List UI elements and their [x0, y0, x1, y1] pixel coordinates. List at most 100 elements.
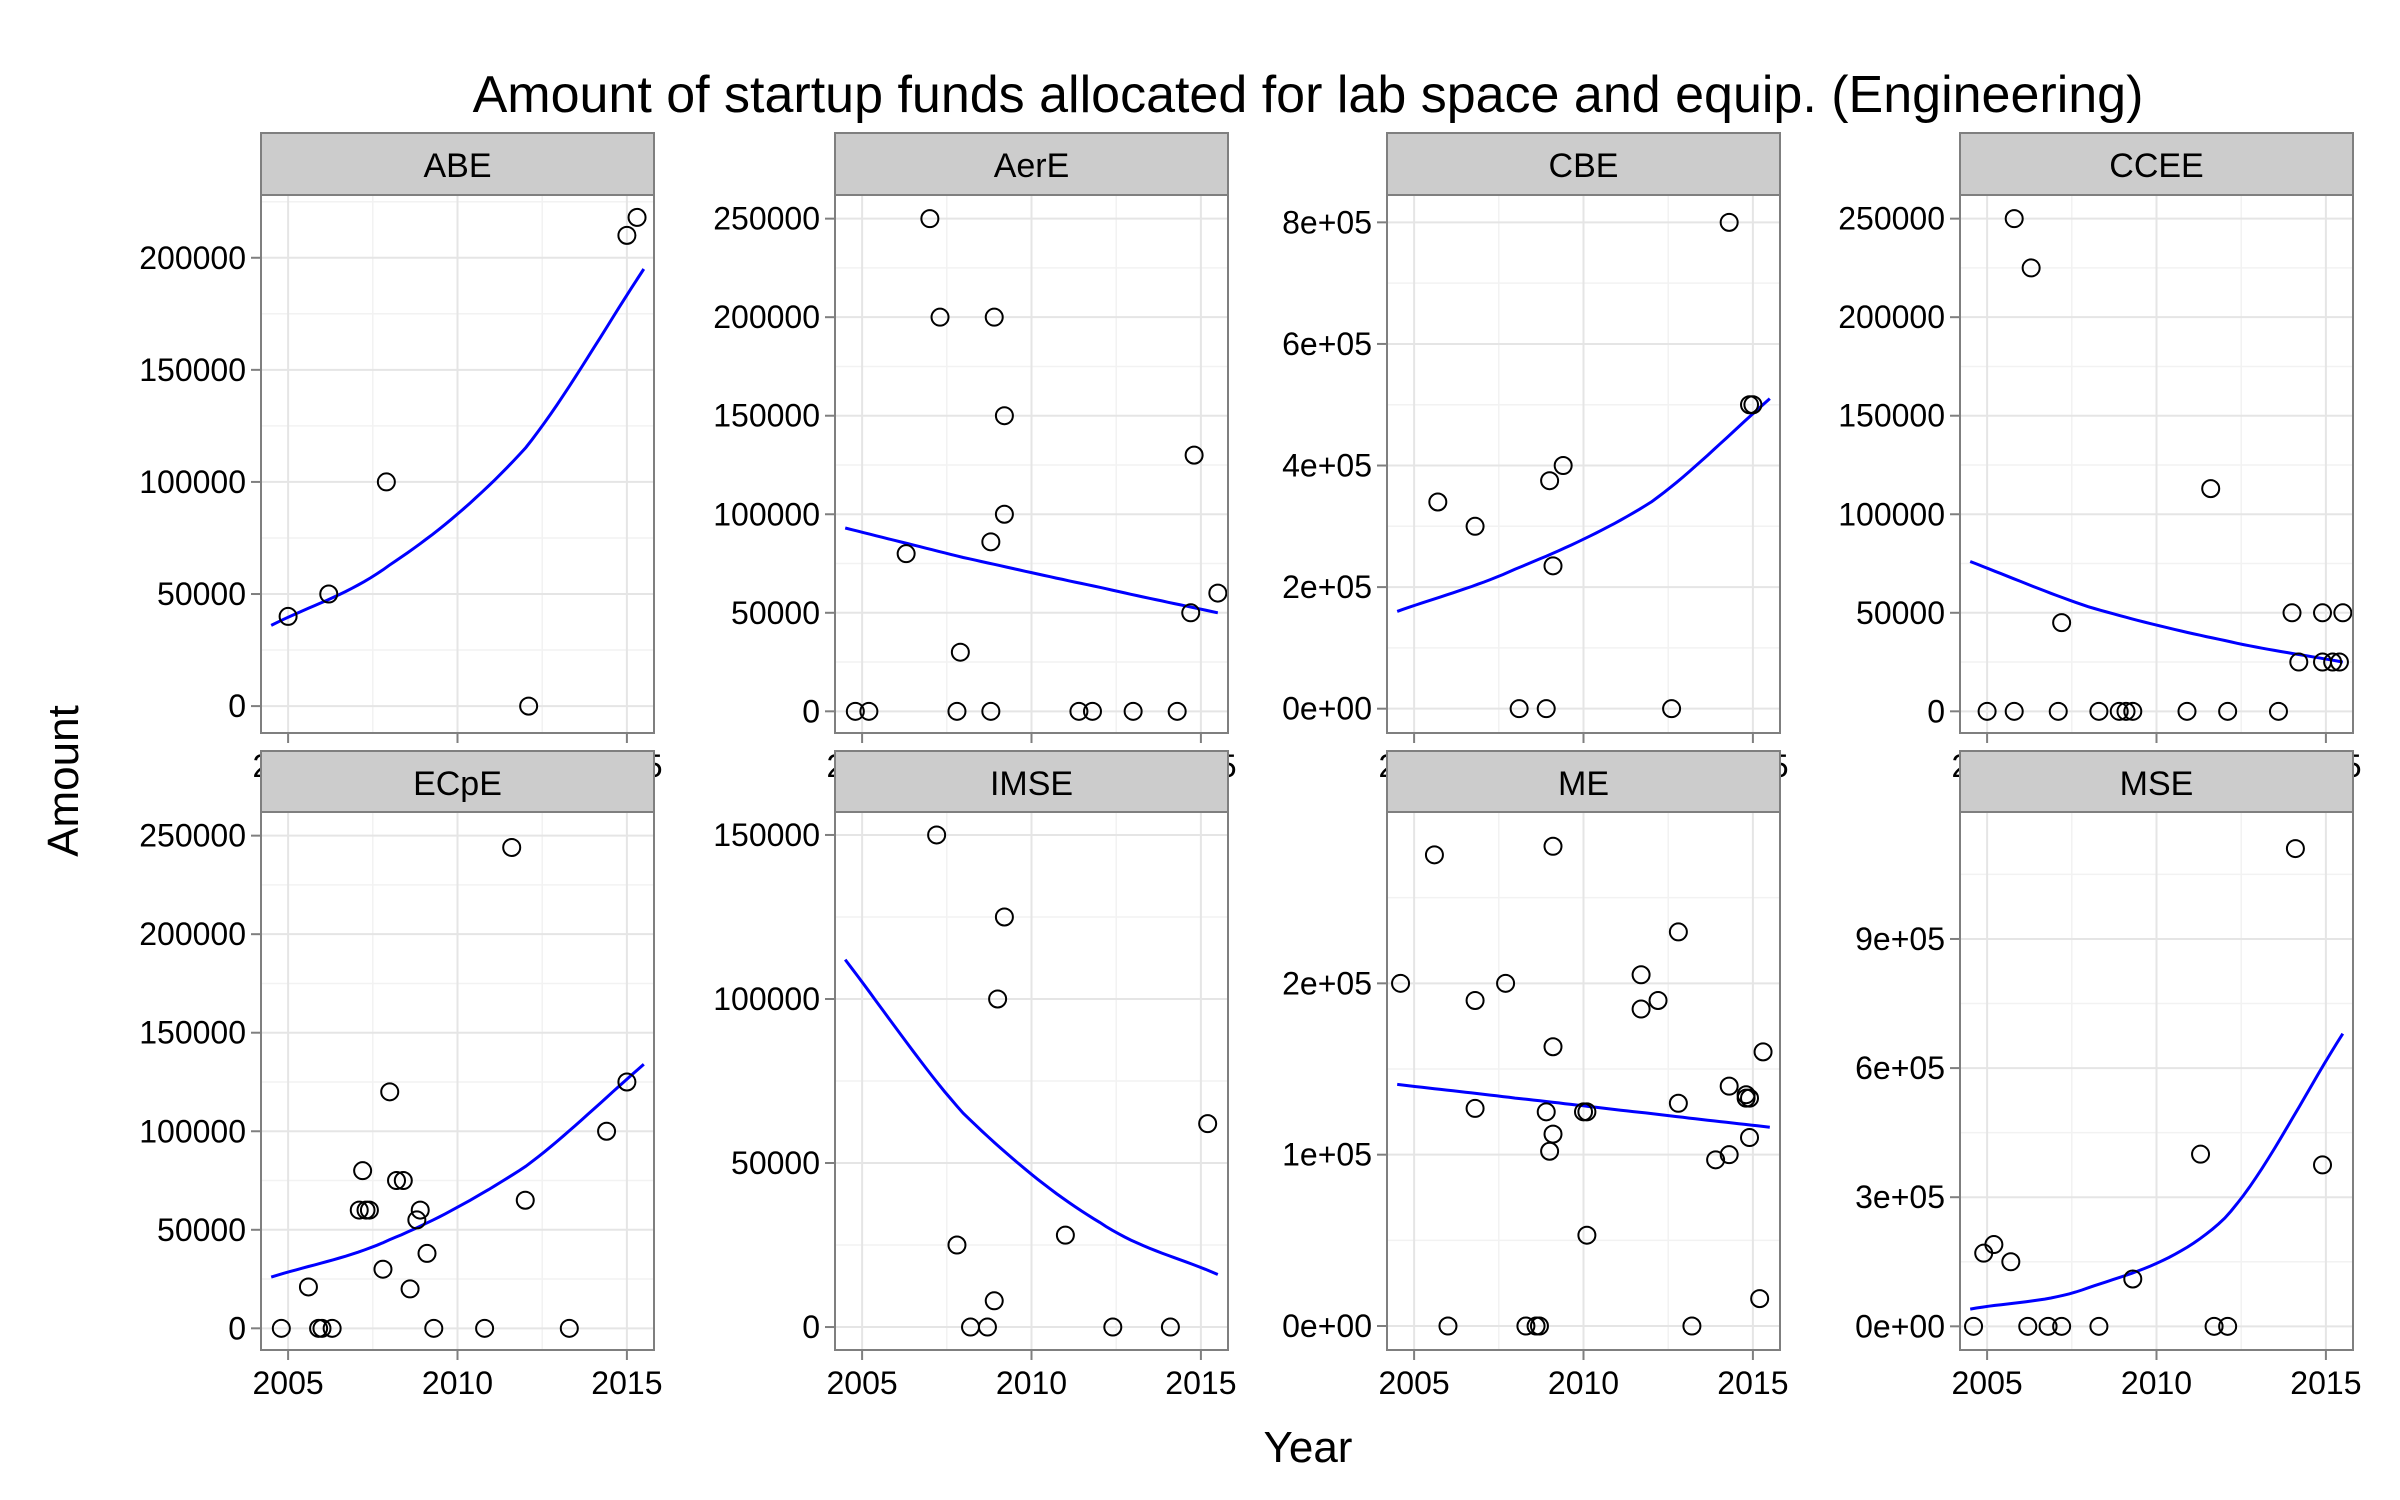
- y-tick-label: 200000: [139, 916, 246, 952]
- facet-strip: [1386, 750, 1781, 814]
- data-point: [1631, 999, 1651, 1019]
- y-tick-label: 0e+00: [1282, 1308, 1372, 1344]
- data-point: [984, 307, 1004, 327]
- y-tick-label: 200000: [713, 299, 820, 335]
- data-point: [400, 1279, 420, 1299]
- data-point: [927, 825, 947, 845]
- y-tick-label: 0: [802, 693, 820, 729]
- data-point: [981, 532, 1001, 552]
- data-point: [597, 1121, 617, 1141]
- data-point: [373, 1259, 393, 1279]
- y-tick-label: 8e+05: [1282, 204, 1372, 240]
- data-point: [627, 207, 647, 227]
- data-point: [947, 701, 967, 721]
- data-point: [1516, 1316, 1536, 1336]
- facet-strip-label: ECpE: [413, 765, 502, 803]
- y-tick-label: 200000: [1838, 299, 1945, 335]
- y-tick-label: 6e+05: [1855, 1050, 1945, 1086]
- y-tick-label: 150000: [139, 1015, 246, 1051]
- data-point: [1496, 973, 1516, 993]
- data-point: [1465, 990, 1485, 1010]
- data-point: [1682, 1316, 1702, 1336]
- data-point: [1465, 1098, 1485, 1118]
- data-point: [994, 406, 1014, 426]
- data-point: [2191, 1144, 2211, 1164]
- data-points: [278, 207, 647, 716]
- facet-strip: [1386, 132, 1781, 196]
- data-point: [1103, 1317, 1123, 1337]
- facet-strip-label: AerE: [994, 147, 1070, 185]
- data-point: [1428, 492, 1448, 512]
- facet-strip-label: ABE: [423, 147, 491, 185]
- data-point: [1540, 471, 1560, 491]
- data-point: [2109, 701, 2129, 721]
- data-point: [393, 1171, 413, 1191]
- data-point: [2021, 258, 2041, 278]
- data-point: [1208, 583, 1228, 603]
- y-tick-label: 200000: [139, 240, 246, 276]
- x-tick-label: 2005: [1952, 1365, 2023, 1401]
- y-tick-label: 2e+05: [1282, 965, 1372, 1001]
- data-point: [2289, 652, 2309, 672]
- data-point: [519, 696, 539, 716]
- data-point: [896, 544, 916, 564]
- data-point: [1668, 922, 1688, 942]
- y-tick-label: 0e+00: [1855, 1308, 1945, 1344]
- data-point: [977, 1317, 997, 1337]
- y-tick-label: 1e+05: [1282, 1137, 1372, 1173]
- y-axis-title: Amount: [39, 705, 88, 857]
- trend-line: [1397, 1082, 1770, 1129]
- y-tick-label: 0: [228, 688, 246, 724]
- trend-line: [270, 1063, 645, 1279]
- data-point: [2089, 701, 2109, 721]
- data-point: [2218, 701, 2238, 721]
- data-point: [2329, 652, 2349, 672]
- data-point: [1750, 1289, 1770, 1309]
- data-point: [947, 1235, 967, 1255]
- x-tick-label: 2010: [1548, 1365, 1619, 1401]
- x-tick-label: 2015: [2290, 1365, 2361, 1401]
- data-point: [353, 1161, 373, 1181]
- data-point: [1977, 701, 1997, 721]
- facet-strip-label: CCEE: [2109, 147, 2203, 185]
- data-point: [2048, 701, 2068, 721]
- x-tick-label: 2005: [827, 1365, 898, 1401]
- trend-line: [1396, 397, 1771, 613]
- data-point: [407, 1210, 427, 1230]
- facet-strip: [834, 132, 1229, 196]
- data-point: [2177, 701, 2197, 721]
- data-point: [417, 1243, 437, 1263]
- data-point: [1577, 1225, 1597, 1245]
- data-point: [1543, 836, 1563, 856]
- y-tick-label: 50000: [731, 1145, 820, 1181]
- trend-line: [1969, 560, 2344, 664]
- y-tick-label: 150000: [1838, 398, 1945, 434]
- gridlines: [1387, 812, 1780, 1350]
- data-point: [1529, 1316, 1549, 1336]
- data-point: [1706, 1150, 1726, 1170]
- y-tick-label: 250000: [139, 818, 246, 854]
- data-point: [1553, 456, 1573, 476]
- data-point: [1740, 1128, 1760, 1148]
- data-point: [1509, 699, 1529, 719]
- facet-strip: [1959, 132, 2354, 196]
- data-point: [1577, 1102, 1597, 1122]
- data-points: [271, 837, 637, 1338]
- data-point: [2038, 1316, 2058, 1336]
- data-point: [1198, 1114, 1218, 1134]
- facet-strip: [1959, 750, 2354, 814]
- data-point: [1668, 1093, 1688, 1113]
- data-point: [559, 1318, 579, 1338]
- data-point: [349, 1200, 369, 1220]
- data-point: [2323, 652, 2343, 672]
- data-point: [475, 1318, 495, 1338]
- y-tick-label: 150000: [713, 398, 820, 434]
- data-point: [1743, 395, 1763, 415]
- y-tick-label: 100000: [713, 496, 820, 532]
- gridlines: [835, 812, 1228, 1350]
- data-point: [2018, 1316, 2038, 1336]
- gridlines: [261, 195, 654, 733]
- data-point: [1424, 845, 1444, 865]
- data-point: [2313, 1155, 2333, 1175]
- data-point: [2313, 603, 2333, 623]
